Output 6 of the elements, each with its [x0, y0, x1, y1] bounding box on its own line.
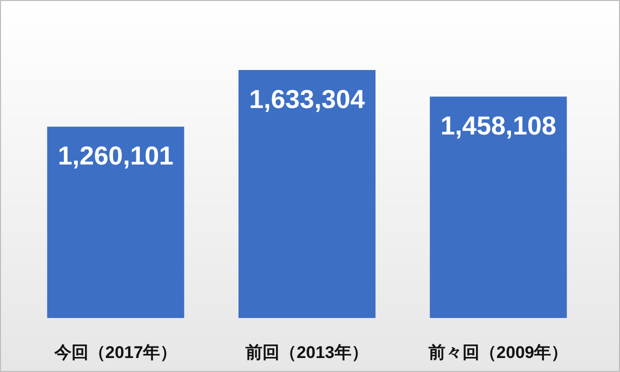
x-tick-label: 今回（2017年） [53, 343, 178, 362]
x-tick-label: 前々回（2009年） [427, 343, 568, 362]
data-label: 1,633,304 [249, 84, 366, 114]
data-label: 1,458,108 [440, 110, 556, 141]
data-label: 1,260,101 [58, 140, 174, 171]
x-tick-label: 前回（2013年） [244, 343, 368, 362]
